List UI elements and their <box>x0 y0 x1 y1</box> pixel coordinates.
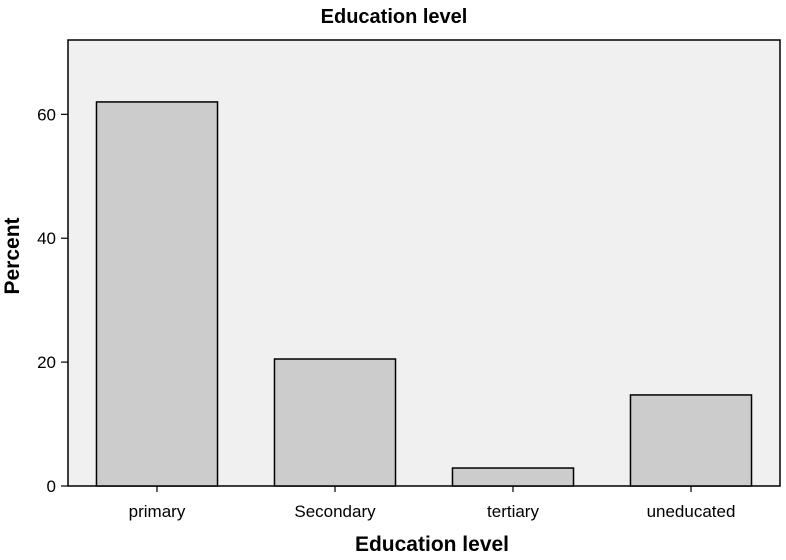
x-category-label: Secondary <box>294 502 376 521</box>
bars-group <box>95 101 753 487</box>
x-axis-title: Education level <box>355 533 509 556</box>
bar-secondary <box>273 358 397 487</box>
y-tick-label: 0 <box>47 477 56 496</box>
y-axis: 0 20 40 60 <box>37 105 68 496</box>
x-category-label: primary <box>129 502 186 521</box>
bar-tertiary <box>451 467 575 487</box>
x-category-label: uneducated <box>647 502 736 521</box>
bar-primary <box>95 101 219 487</box>
y-tick-label: 60 <box>37 105 56 124</box>
bar-uneducated <box>629 394 753 487</box>
y-tick-label: 20 <box>37 353 56 372</box>
chart-title: Education level <box>321 6 468 28</box>
y-axis-title: Percent <box>1 217 24 294</box>
y-tick-label: 40 <box>37 229 56 248</box>
x-axis: primary Secondary tertiary uneducated <box>129 486 736 521</box>
x-category-label: tertiary <box>487 502 539 521</box>
